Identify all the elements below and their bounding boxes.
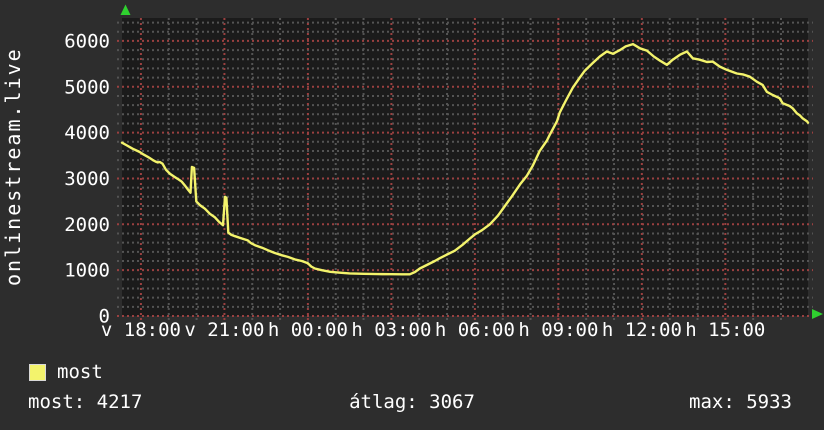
- y-tick-label: 6000: [64, 30, 110, 52]
- x-tick-label: h 15:00: [685, 319, 765, 341]
- y-tick-label: 0: [99, 306, 110, 328]
- plot-background: [122, 18, 808, 316]
- x-tick-label: v 21:00: [184, 319, 264, 341]
- legend-swatch-most: [29, 364, 46, 381]
- y-axis-arrow-icon: [120, 4, 131, 15]
- y-tick-label: 5000: [64, 76, 110, 98]
- series-line-most: [120, 42, 810, 276]
- stat-max: max: 5933: [689, 391, 792, 413]
- x-tick-label: h 09:00: [518, 319, 598, 341]
- y-tick-label: 3000: [64, 168, 110, 190]
- legend-series-label: most: [57, 361, 103, 383]
- x-tick-label: h 00:00: [268, 319, 348, 341]
- x-tick-label: h 12:00: [602, 319, 682, 341]
- chart-canvas: v 18:00 v 21:00 h 00:00 h 03:00 h 06:00 h 09:…: [64, 4, 823, 341]
- y-tick-label: 1000: [64, 260, 110, 282]
- x-tick-label: v 18:00: [101, 319, 181, 341]
- stat-current: most: 4217: [28, 391, 143, 413]
- y-tick-label: 4000: [64, 122, 110, 144]
- y-tick-label: 2000: [64, 214, 110, 236]
- x-axis-arrow-icon: [812, 309, 823, 319]
- x-tick-label: h 06:00: [435, 319, 515, 341]
- x-tick-label: h 03:00: [351, 319, 431, 341]
- stat-average: átlag: 3067: [349, 391, 475, 413]
